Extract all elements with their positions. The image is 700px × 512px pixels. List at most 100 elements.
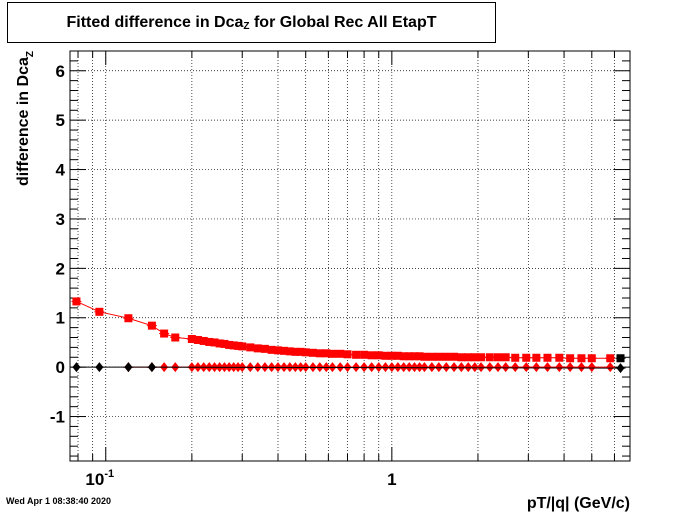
- data-point: [577, 354, 586, 363]
- data-point: [457, 353, 466, 362]
- data-series: [71, 297, 626, 374]
- data-point: [267, 345, 276, 354]
- data-point: [543, 362, 552, 373]
- data-point: [238, 342, 247, 351]
- y-tick-label: 3: [56, 210, 65, 229]
- y-axis-label: difference in DcaZ: [15, 51, 36, 186]
- data-point: [427, 352, 436, 361]
- data-point: [442, 352, 451, 361]
- y-tick-label: 6: [56, 62, 65, 81]
- data-point: [72, 362, 81, 373]
- data-point: [246, 343, 255, 352]
- y-tick-label: 1: [56, 309, 65, 328]
- data-point: [470, 353, 479, 362]
- data-point: [72, 297, 81, 306]
- grid: [70, 51, 630, 461]
- data-point: [420, 352, 429, 361]
- data-point: [301, 348, 310, 357]
- data-point: [450, 362, 459, 373]
- data-point: [205, 337, 214, 346]
- data-point: [273, 346, 282, 355]
- data-point: [606, 354, 615, 363]
- data-point: [485, 362, 494, 373]
- data-point: [410, 362, 419, 373]
- chart-title-main: Fitted difference in Dca: [66, 13, 244, 31]
- data-point: [606, 362, 615, 373]
- y-tick-label: 0: [56, 358, 65, 377]
- data-point: [315, 349, 324, 358]
- data-point: [160, 329, 169, 338]
- y-tick-label: 2: [56, 259, 65, 278]
- data-point: [399, 352, 408, 361]
- data-point: [147, 321, 156, 330]
- data-point: [291, 347, 300, 356]
- data-point: [543, 353, 552, 362]
- data-point: [420, 362, 429, 373]
- data-point: [147, 362, 156, 373]
- data-point: [587, 354, 596, 363]
- data-point: [171, 333, 180, 342]
- chart-title-tail: for Global Rec All EtapT: [249, 13, 437, 31]
- data-point: [387, 362, 396, 373]
- data-point: [95, 362, 104, 373]
- timestamp: Wed Apr 1 08:38:40 2020: [6, 496, 112, 506]
- data-point: [616, 363, 625, 374]
- data-point: [464, 362, 473, 373]
- data-point: [555, 362, 564, 373]
- y-tick-label: 4: [56, 161, 66, 180]
- axis-labels: -1 0 1 2 3 4 5 6 10-1 1: [50, 62, 397, 489]
- data-point: [360, 350, 369, 359]
- data-point: [464, 353, 473, 362]
- data-point: [410, 352, 419, 361]
- data-point: [387, 351, 396, 360]
- x-tick-label: 1: [387, 470, 396, 489]
- x-tick-label: 10-1: [85, 468, 114, 489]
- series-line: [76, 300, 611, 359]
- data-point: [511, 353, 520, 362]
- data-point: [336, 349, 345, 358]
- data-point: [199, 336, 208, 345]
- data-point: [405, 352, 414, 361]
- data-point: [308, 348, 317, 357]
- data-point: [457, 362, 466, 373]
- data-point: [501, 362, 510, 373]
- data-point: [393, 362, 402, 373]
- data-point: [434, 362, 443, 373]
- data-point: [187, 334, 196, 343]
- axis-ticks: [70, 51, 630, 461]
- data-point: [343, 350, 352, 359]
- chart-title: Fitted difference in Dca Z for Global Rec…: [7, 2, 496, 43]
- data-point: [285, 347, 294, 356]
- data-point: [532, 353, 541, 362]
- data-point: [522, 362, 531, 373]
- plot-frame: [69, 50, 631, 462]
- x-axis-label: pT/|q| (GeV/c): [527, 495, 630, 512]
- data-point: [220, 339, 229, 348]
- data-point: [328, 349, 337, 358]
- data-point: [577, 362, 586, 373]
- data-point: [493, 353, 502, 362]
- data-point: [296, 347, 305, 356]
- data-point: [532, 362, 541, 373]
- data-point: [374, 351, 383, 360]
- data-point: [124, 362, 133, 373]
- data-point: [367, 351, 376, 360]
- data-point: [322, 349, 331, 358]
- data-point: [511, 362, 520, 373]
- data-point: [493, 362, 502, 373]
- data-point: [470, 362, 479, 373]
- data-point: [399, 362, 408, 373]
- data-point: [450, 352, 459, 361]
- data-point: [210, 338, 219, 347]
- data-point: [501, 353, 510, 362]
- data-point: [193, 335, 202, 344]
- chart-title-subscript: Z: [243, 21, 250, 32]
- data-point: [442, 362, 451, 373]
- data-point: [95, 307, 104, 316]
- data-point: [393, 351, 402, 360]
- data-point: [405, 362, 414, 373]
- data-point: [434, 352, 443, 361]
- data-point: [522, 353, 531, 362]
- y-tick-label: 5: [56, 111, 65, 130]
